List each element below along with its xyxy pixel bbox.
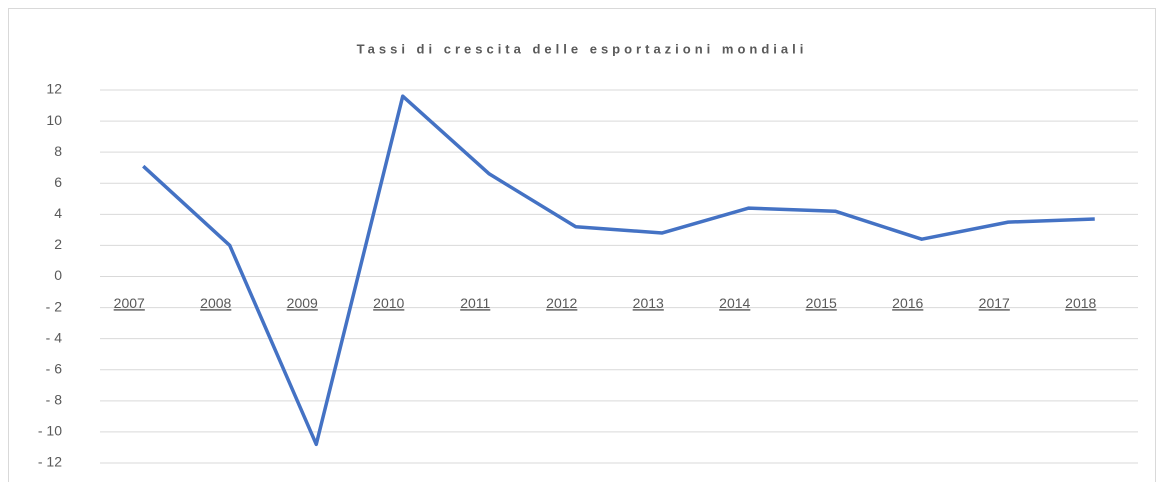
x-tick-label: 2016 xyxy=(892,295,923,311)
y-tick-label: 12 xyxy=(46,81,62,97)
y-tick-label: 0 xyxy=(54,267,62,283)
x-tick-label: 2012 xyxy=(546,295,577,311)
x-tick-label: 2013 xyxy=(633,295,664,311)
x-tick-label: 2007 xyxy=(114,295,145,311)
y-tick-label: - 2 xyxy=(46,298,63,314)
y-tick-label: - 8 xyxy=(46,392,63,408)
y-tick-label: 2 xyxy=(54,236,62,252)
y-tick-label: - 6 xyxy=(46,360,63,376)
x-tick-label: 2014 xyxy=(719,295,750,311)
x-tick-label: 2015 xyxy=(806,295,837,311)
chart-title: Tassi di crescita delle esportazioni mon… xyxy=(357,41,808,56)
y-tick-label: - 12 xyxy=(38,454,62,470)
y-tick-label: 10 xyxy=(46,112,62,128)
x-tick-label: 2011 xyxy=(460,295,490,311)
y-tick-label: - 10 xyxy=(38,423,62,439)
y-tick-label: 4 xyxy=(54,205,62,221)
x-tick-label: 2010 xyxy=(373,295,404,311)
y-tick-label: 6 xyxy=(54,174,62,190)
x-tick-label: 2008 xyxy=(200,295,231,311)
y-tick-label: - 4 xyxy=(46,329,63,345)
x-tick-label: 2017 xyxy=(979,295,1010,311)
x-tick-label: 2009 xyxy=(287,295,318,311)
data-line xyxy=(142,94,1095,447)
x-tick-label: 2018 xyxy=(1065,295,1096,311)
y-tick-label: 8 xyxy=(54,143,62,159)
